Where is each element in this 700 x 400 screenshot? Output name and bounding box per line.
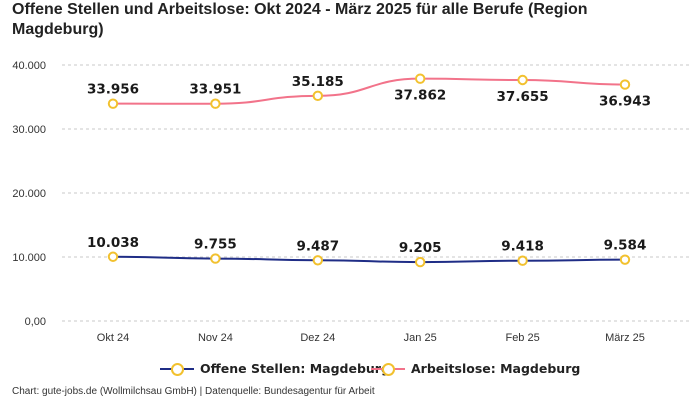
y-tick-label-3: 30.000 (12, 124, 46, 136)
line-chart: 0,00 10.000 20.000 30.000 40.000 Okt 24 Nov 24… (12, 60, 690, 344)
data-label-series-0-3: 9.205 (399, 240, 442, 256)
y-tick-label-0: 0,00 (25, 316, 46, 328)
series-line-0 (112, 255, 626, 264)
series-1-point-0 (107, 98, 119, 109)
x-tick-label-1: Nov 24 (198, 332, 233, 344)
data-label-series-0-2: 9.487 (296, 238, 339, 254)
series-0-point-2 (312, 255, 323, 266)
legend-swatch-offene-stellen (160, 362, 194, 376)
series-0-point-0 (107, 251, 119, 262)
legend-label-arbeitslose: Arbeitslose: Magdeburg (411, 361, 581, 376)
legend-label-offene-stellen: Offene Stellen: Magdeburg (200, 361, 390, 376)
legend-swatch-arbeitslose (371, 362, 405, 376)
series-1-point-1 (210, 98, 221, 109)
data-label-series-0-4: 9.418 (501, 239, 544, 255)
data-label-series-1-5: 36.943 (599, 94, 651, 110)
legend-item-offene-stellen[interactable]: Offene Stellen: Magdeburg (160, 361, 390, 376)
series-1-point-3 (415, 73, 426, 84)
x-tick-label-5: März 25 (605, 332, 645, 344)
data-label-series-0-5: 9.584 (604, 238, 647, 254)
series-0-point-1 (210, 253, 221, 264)
series-line-1 (112, 77, 626, 105)
legend: Offene Stellen: Magdeburg Arbeitslose: M… (0, 361, 700, 381)
data-label-series-1-0: 33.956 (87, 82, 139, 98)
y-tick-label-1: 10.000 (12, 252, 46, 264)
data-label-series-1-1: 33.951 (189, 82, 241, 98)
x-tick-label-2: Dez 24 (300, 332, 335, 344)
x-tick-label-0: Okt 24 (97, 332, 129, 344)
series-0-point-5 (619, 254, 631, 265)
series-1-point-4 (517, 74, 528, 86)
data-label-series-0-1: 9.755 (194, 237, 237, 253)
series-1-point-5 (619, 79, 631, 90)
x-tick-label-3: Jan 25 (404, 332, 437, 344)
y-tick-label-4: 40.000 (12, 60, 46, 72)
series-1-point-2 (312, 90, 323, 102)
data-label-series-0-0: 10.038 (87, 235, 139, 251)
x-tick-label-4: Feb 25 (505, 332, 539, 344)
legend-item-arbeitslose[interactable]: Arbeitslose: Magdeburg (371, 361, 580, 376)
source-footer: Chart: gute-jobs.de (Wollmilchsau GmbH) … (12, 386, 375, 397)
data-label-series-1-4: 37.655 (497, 89, 549, 105)
series-0-point-4 (517, 255, 528, 266)
series-0-point-3 (415, 256, 426, 268)
data-label-series-1-2: 35.185 (292, 74, 344, 90)
y-tick-label-2: 20.000 (12, 188, 46, 200)
data-label-series-1-3: 37.862 (394, 88, 446, 104)
chart-title: Offene Stellen und Arbeitslose: Okt 2024… (12, 1, 588, 38)
